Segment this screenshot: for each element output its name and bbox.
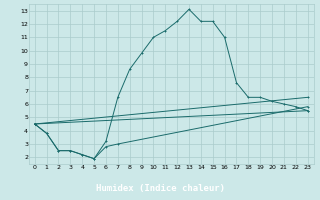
- Text: Humidex (Indice chaleur): Humidex (Indice chaleur): [95, 184, 225, 193]
